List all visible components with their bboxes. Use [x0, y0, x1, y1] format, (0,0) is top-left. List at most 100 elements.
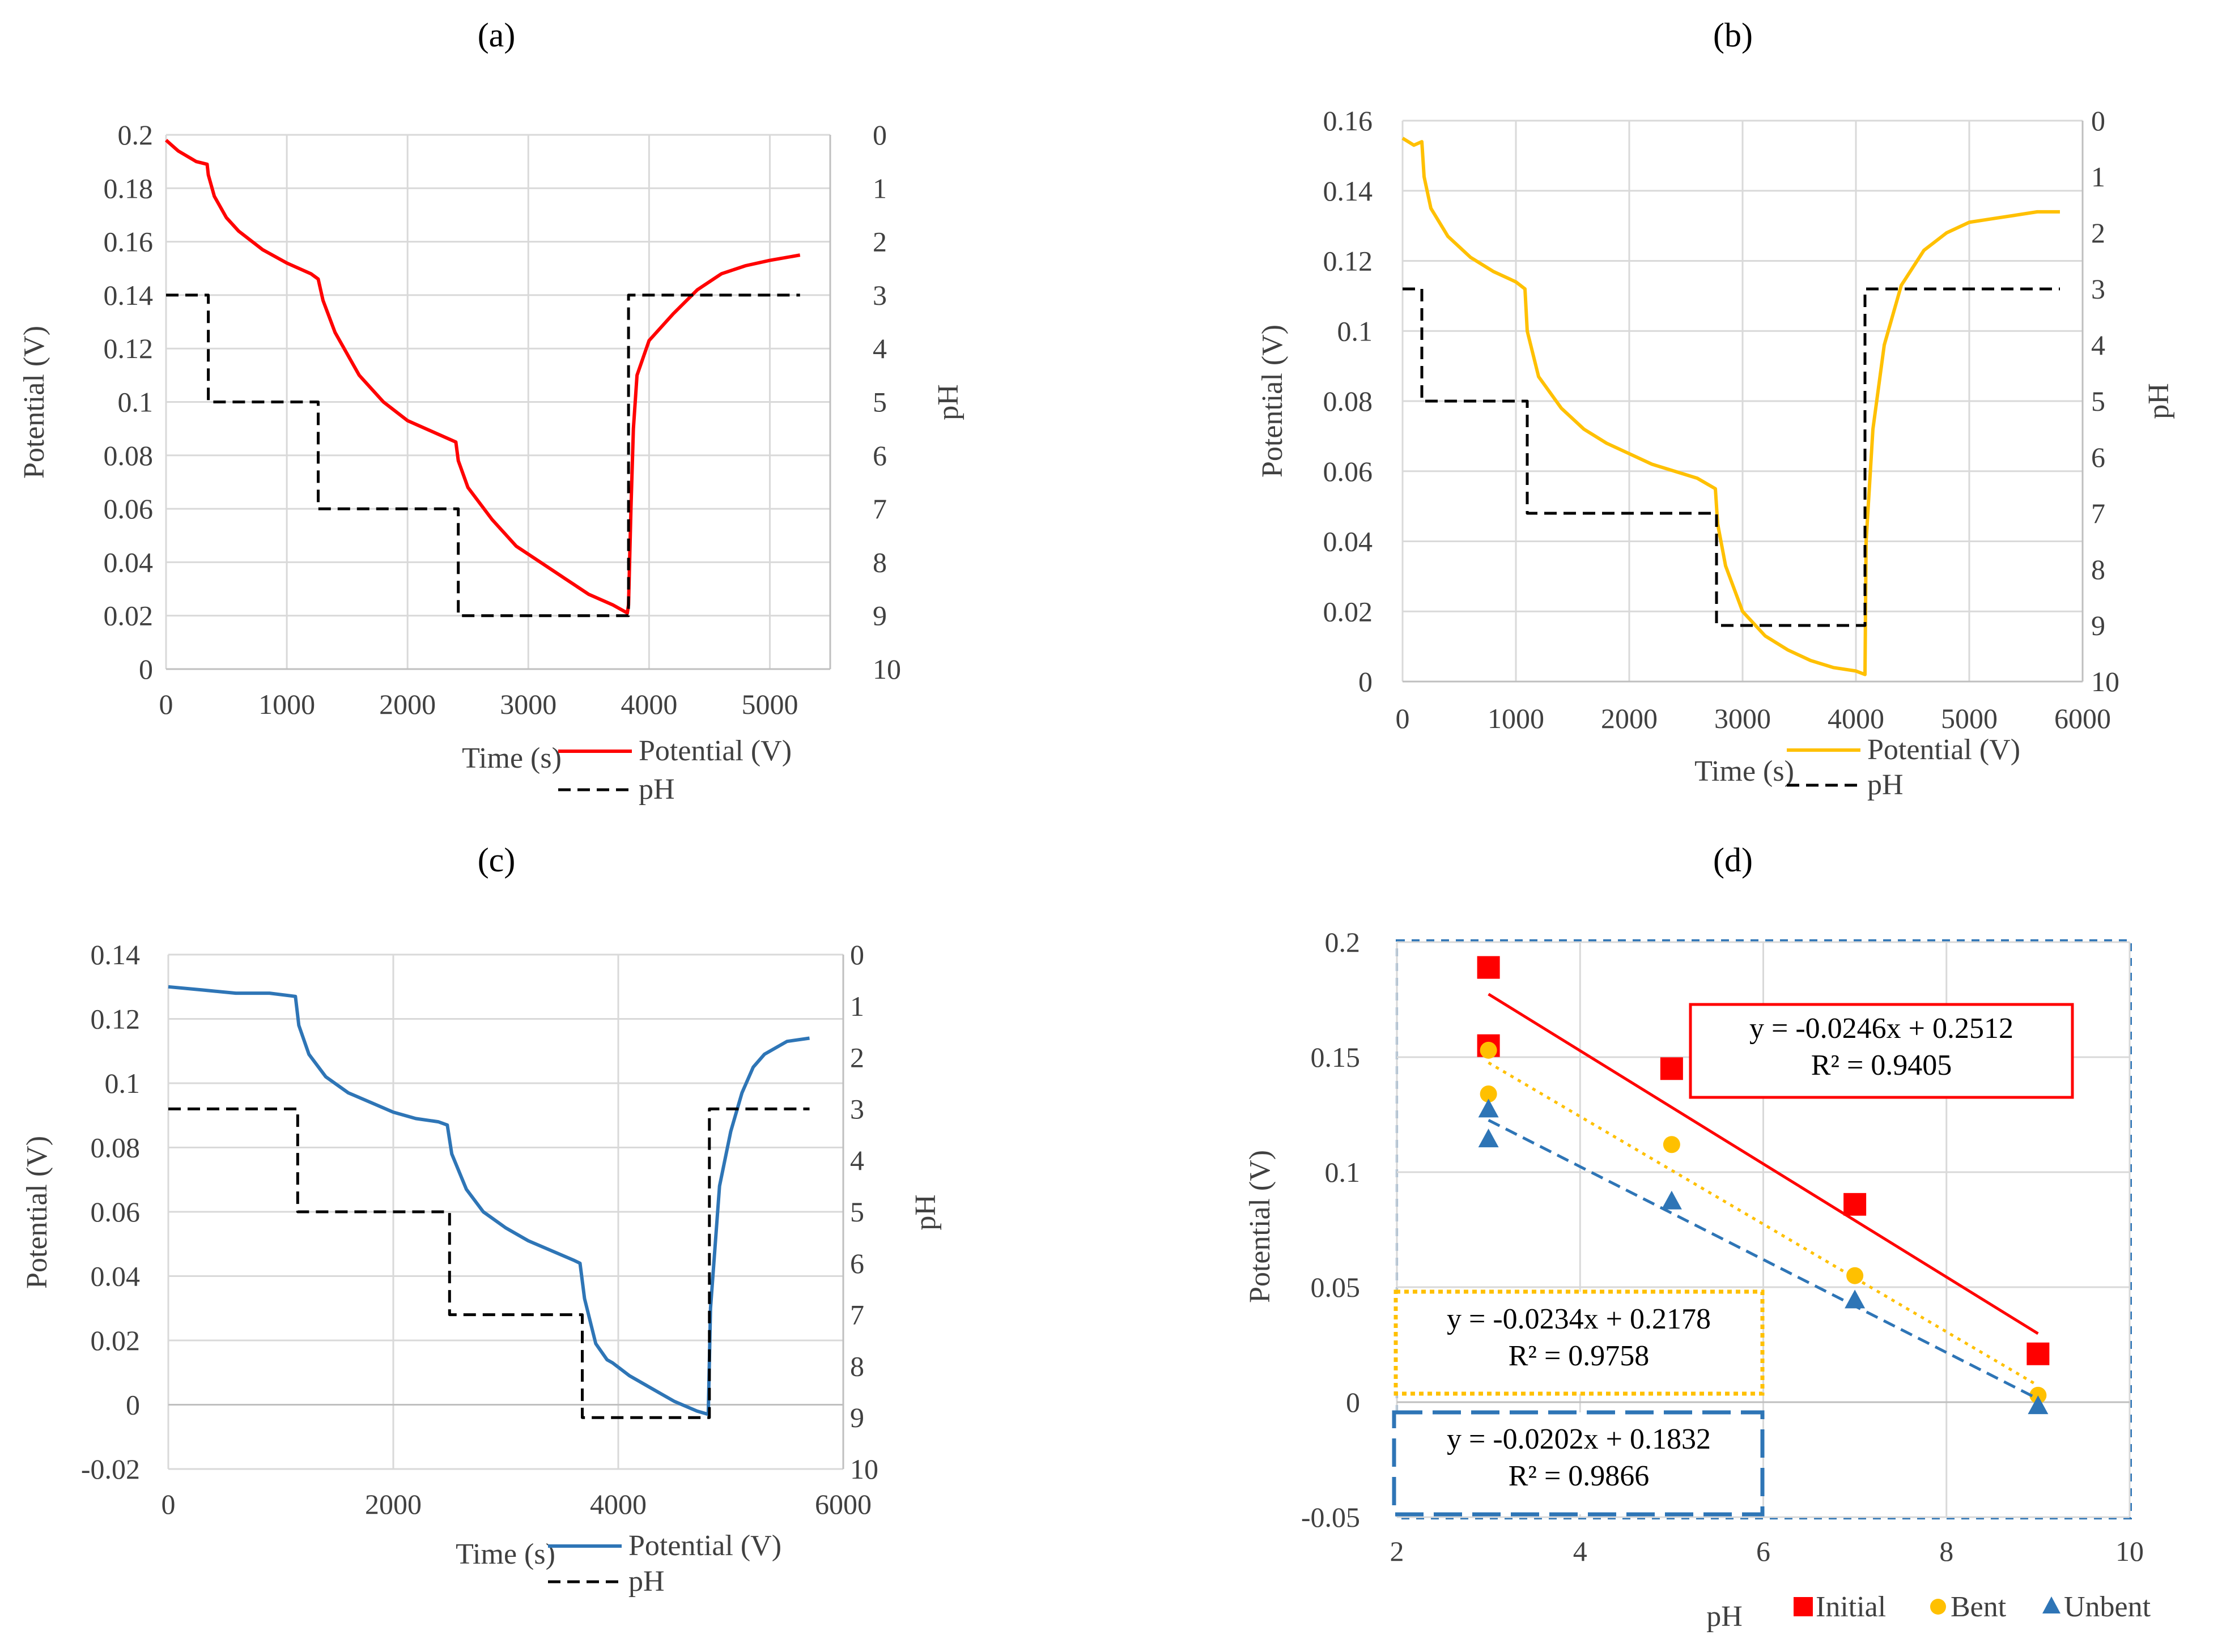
trendline-initial: [1488, 993, 2039, 1335]
equation-box-unbent: [1392, 1410, 1765, 1517]
y-axis-title: Potential (V): [21, 1136, 53, 1289]
x-tick-label: 3000: [500, 688, 556, 720]
series-line-potential: [165, 139, 801, 615]
y-axis-title: Potential (V): [18, 326, 50, 479]
y2-tick-label: 2: [873, 226, 887, 258]
y-tick-label: 0.14: [104, 279, 154, 311]
y2-tick-label: 9: [2091, 610, 2105, 641]
y-tick-label: 0.06: [104, 493, 154, 525]
y-tick-label: 0.14: [1323, 175, 1373, 207]
y-tick-label: 0.1: [1325, 1156, 1361, 1188]
y2-tick-label: 10: [850, 1453, 878, 1485]
data-point-bent: [1480, 1085, 1497, 1102]
y2-tick-label: 0: [873, 119, 887, 151]
y2-tick-label: 7: [873, 493, 887, 525]
series-line-potential: [1401, 137, 2060, 676]
y-tick-label: 0.08: [91, 1132, 141, 1164]
y2-axis-title: pH: [2143, 383, 2175, 419]
y2-tick-label: 6: [873, 440, 887, 471]
data-point-bent: [1663, 1136, 1680, 1153]
panel-label: (a): [478, 16, 516, 54]
y-tick-label: 0.04: [1323, 526, 1373, 557]
y-tick-label: 0: [126, 1389, 140, 1421]
legend-label: Potential (V): [1867, 734, 2020, 766]
y-tick-label: 0: [1358, 666, 1373, 697]
x-tick-label: 2000: [365, 1488, 422, 1520]
x-tick-label: 2000: [1601, 702, 1658, 734]
y2-tick-label: 7: [2091, 497, 2105, 529]
y2-tick-label: 9: [873, 600, 887, 632]
x-tick-label: 0: [159, 688, 173, 720]
legend-marker-initial: [1794, 1597, 1813, 1616]
y-tick-label: 0.1: [118, 386, 154, 418]
equation-box-bent: [1393, 1289, 1765, 1396]
trendline-equation: y = -0.0246x + 0.2512: [1749, 1012, 2013, 1045]
y2-tick-label: 4: [873, 333, 887, 364]
y2-tick-label: 5: [850, 1196, 864, 1228]
y-tick-label: 0.12: [104, 333, 154, 364]
y2-tick-label: 3: [873, 279, 887, 311]
trendline-r2: R² = 0.9758: [1509, 1340, 1650, 1372]
y-axis-title: Potential (V): [1256, 325, 1289, 478]
panel-label: (d): [1713, 841, 1753, 879]
x-tick-label: 6000: [815, 1488, 872, 1520]
y-tick-label: -0.05: [1301, 1501, 1360, 1533]
y-tick-label: -0.02: [81, 1453, 140, 1485]
y2-tick-label: 9: [850, 1402, 864, 1433]
y-tick-label: 0.16: [1323, 105, 1373, 137]
y-axis-title: Potential (V): [1244, 1150, 1276, 1303]
legend-label: Initial: [1816, 1591, 1886, 1623]
x-tick-label: 8: [1939, 1535, 1953, 1567]
data-point-initial: [1660, 1057, 1683, 1080]
panel-d: (d) -0.05 0 0.05 0.1 0.15 0.2 2 4 6 8 10 pH Potential…: [1244, 841, 2151, 1633]
x-axis-title: Time (s): [462, 742, 562, 774]
x-tick-label: 5000: [741, 688, 798, 720]
y-tick-label: 0.02: [1323, 595, 1373, 627]
y-tick-label: 0: [139, 653, 153, 685]
y-tick-label: 0.06: [91, 1196, 141, 1228]
y-tick-label: 0: [1346, 1386, 1360, 1418]
y2-tick-label: 1: [873, 172, 887, 204]
legend-marker-unbent: [2042, 1596, 2060, 1613]
x-axis-title: Time (s): [456, 1538, 555, 1570]
legend-label: Potential (V): [639, 735, 792, 767]
y2-tick-label: 8: [2091, 553, 2105, 585]
legend-label: Bent: [1951, 1591, 2007, 1623]
x-tick-label: 4000: [590, 1488, 647, 1520]
y-tick-label: 0.16: [104, 226, 154, 258]
x-tick-label: 0: [1396, 702, 1410, 734]
x-tick-label: 1000: [1488, 702, 1544, 734]
trendline-r2: R² = 0.9405: [1811, 1049, 1952, 1082]
trendline-unbent: [1488, 1119, 2039, 1400]
data-point-unbent: [2028, 1395, 2049, 1415]
y2-tick-label: 4: [2091, 329, 2105, 361]
x-tick-label: 0: [162, 1488, 176, 1520]
y2-tick-label: 8: [873, 546, 887, 578]
data-point-bent: [1846, 1267, 1864, 1284]
y-tick-label: 0.02: [104, 600, 154, 632]
data-point-initial: [1477, 956, 1500, 979]
x-tick-label: 10: [2115, 1535, 2144, 1567]
x-tick-label: 5000: [1941, 702, 1998, 734]
data-point-unbent: [1478, 1129, 1499, 1148]
y2-tick-label: 0: [850, 939, 864, 970]
trendline-equation: y = -0.0202x + 0.1832: [1447, 1423, 1711, 1455]
y-tick-label: 0.06: [1323, 455, 1373, 487]
data-point-unbent: [1478, 1099, 1499, 1118]
data-point-bent: [1480, 1041, 1497, 1059]
y2-axis-title: pH: [932, 384, 965, 420]
x-tick-label: 3000: [1714, 702, 1771, 734]
series-line-potential: [168, 985, 810, 1416]
y2-tick-label: 3: [850, 1093, 864, 1125]
x-tick-label: 6: [1756, 1535, 1770, 1567]
panel-b: (b) 0 0.02 0.04 0.06 0.08 0.1 0.12 0.14 0.16 0 1000…: [1256, 16, 2175, 801]
series-line-ph: [168, 1107, 810, 1419]
series-line-ph: [166, 293, 800, 618]
y-tick-label: 0.04: [91, 1261, 141, 1292]
y-tick-label: 0.14: [91, 939, 141, 970]
y2-tick-label: 6: [850, 1247, 864, 1279]
y2-tick-label: 3: [2091, 273, 2105, 305]
y2-tick-label: 10: [873, 653, 901, 685]
x-tick-label: 4000: [1828, 702, 1884, 734]
